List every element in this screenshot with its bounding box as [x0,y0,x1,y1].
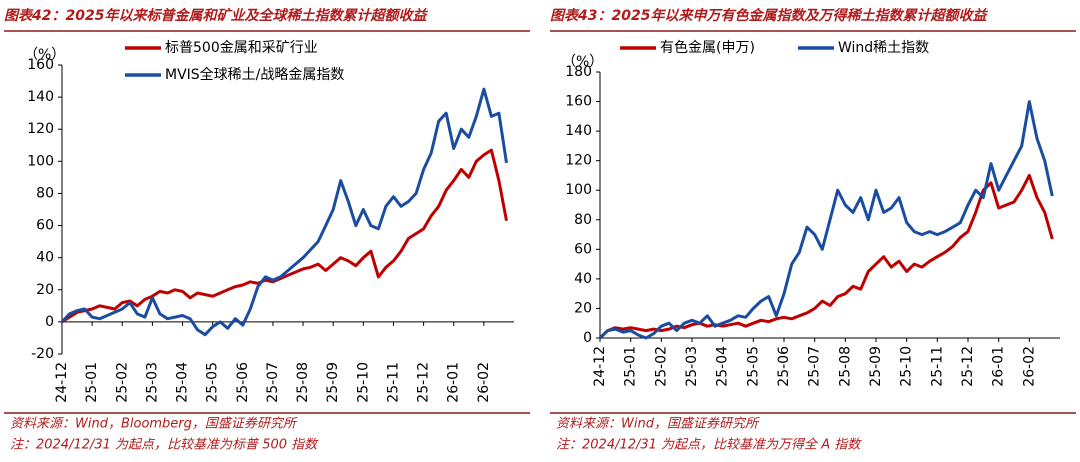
line-series [61,148,508,324]
y-tick-label: 100 [27,153,54,169]
x-tick-label: 25-07 [265,362,281,403]
y-tick-label: 120 [565,153,592,169]
y-tick-label: 80 [36,185,54,201]
y-tick-label: 80 [574,212,592,228]
y-tick-label: 100 [565,182,592,198]
y-tick-label: -20 [31,346,54,362]
x-tick-label: 26-01 [446,362,462,403]
legend-label: 标普500金属和采矿行业 [165,40,318,56]
x-tick-label: 25-09 [325,362,341,403]
x-tick-label: 25-12 [960,346,976,387]
x-tick-label: 25-06 [776,346,792,387]
y-tick-label: 0 [583,330,592,346]
y-tick-label: 0 [45,314,54,330]
x-tick-label: 25-01 [84,362,100,403]
y-tick-label: 20 [574,300,592,316]
y-tick-label: 40 [574,271,592,287]
y-tick-label: 60 [574,241,592,257]
x-tick-label: 25-08 [837,346,853,387]
x-tick-label: 25-01 [623,346,639,387]
note: 注：2024/12/31 为起点，比较基准为标普 500 指数 [10,438,319,453]
y-axis-label: （%） [562,54,603,70]
x-tick-label: 25-05 [205,362,221,403]
source: 资料来源：Wind，Bloomberg，国盛证券研究所 [10,416,298,432]
y-tick-label: 160 [565,94,592,110]
x-tick-label: 25-06 [235,362,251,403]
note: 注：2024/12/31 为起点，比较基准为万得全 A 指数 [556,437,862,453]
line-series [60,87,508,337]
legend-label: 有色金属(申万) [660,39,755,56]
x-tick-label: 25-04 [715,346,731,387]
source: 资料来源：Wind，国盛证券研究所 [556,416,760,432]
x-tick-label: 25-10 [355,362,371,403]
y-tick-label: 140 [565,123,592,139]
x-tick-label: 25-11 [385,362,401,403]
x-tick-label: 25-09 [868,346,884,387]
x-tick-label: 25-12 [416,362,432,403]
y-tick-label: 140 [27,89,54,105]
x-tick-label: 25-02 [114,362,130,403]
y-tick-label: 40 [36,250,54,266]
x-tick-label: 25-08 [295,362,311,403]
y-tick-label: 60 [36,218,54,234]
x-tick-label: 25-05 [745,346,761,387]
x-tick-label: 25-03 [684,346,700,387]
y-tick-label: 120 [27,121,54,137]
y-tick-label: 180 [565,64,592,80]
x-tick-label: 25-02 [653,346,669,387]
line-series [598,100,1054,340]
x-tick-label: 25-03 [144,362,160,403]
y-tick-label: 20 [36,282,54,298]
y-tick-label: 160 [27,57,54,73]
x-tick-label: 25-11 [929,346,945,387]
x-tick-label: 24-12 [54,362,70,403]
x-tick-label: 25-04 [175,362,191,403]
chart-title: 图表43：2025年以来申万有色金属指数及万得稀土指数累计超额收益 [550,7,988,24]
x-tick-label: 26-01 [991,346,1007,387]
x-tick-label: 25-10 [899,346,915,387]
chart-title: 图表42：2025年以来标普金属和矿业及全球稀土指数累计超额收益 [4,7,428,24]
x-tick-label: 26-02 [476,362,492,403]
y-axis-label: （%） [24,47,65,63]
line-series [598,173,1054,340]
x-tick-label: 24-12 [592,346,608,387]
legend-label: Wind稀土指数 [838,40,929,56]
x-tick-label: 25-07 [807,346,823,387]
x-tick-label: 26-02 [1021,346,1037,387]
legend-label: MVIS全球稀土/战略金属指数 [165,66,344,83]
